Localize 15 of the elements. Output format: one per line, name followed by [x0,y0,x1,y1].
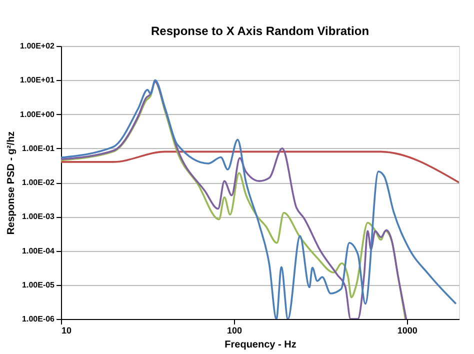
y-tick-label: 1.00E-06 [22,314,56,324]
y-tick-label: 1.00E+02 [20,42,56,50]
y-tick-label: 1.00E-03 [22,212,56,222]
y-tick-label: 1.00E+00 [20,110,56,119]
y-tick-label: 1.00E+01 [20,76,56,85]
y-tick-label: 1.00E-02 [22,178,56,187]
y-tick-label: 1.00E-04 [22,246,56,256]
y-tick-label: 1.00E-05 [22,280,56,290]
x-tick-label: 10 [62,326,72,336]
y-axis-title: Response PSD - g²/hz [6,131,18,235]
chart-title: Response to X Axis Random Vibration [150,24,370,38]
y-tick-label: 1.00E-01 [22,144,56,153]
x-tick-label: 1000 [397,326,418,336]
x-tick-label: 100 [226,326,242,336]
x-axis-title: Frequency - Hz [224,340,296,350]
